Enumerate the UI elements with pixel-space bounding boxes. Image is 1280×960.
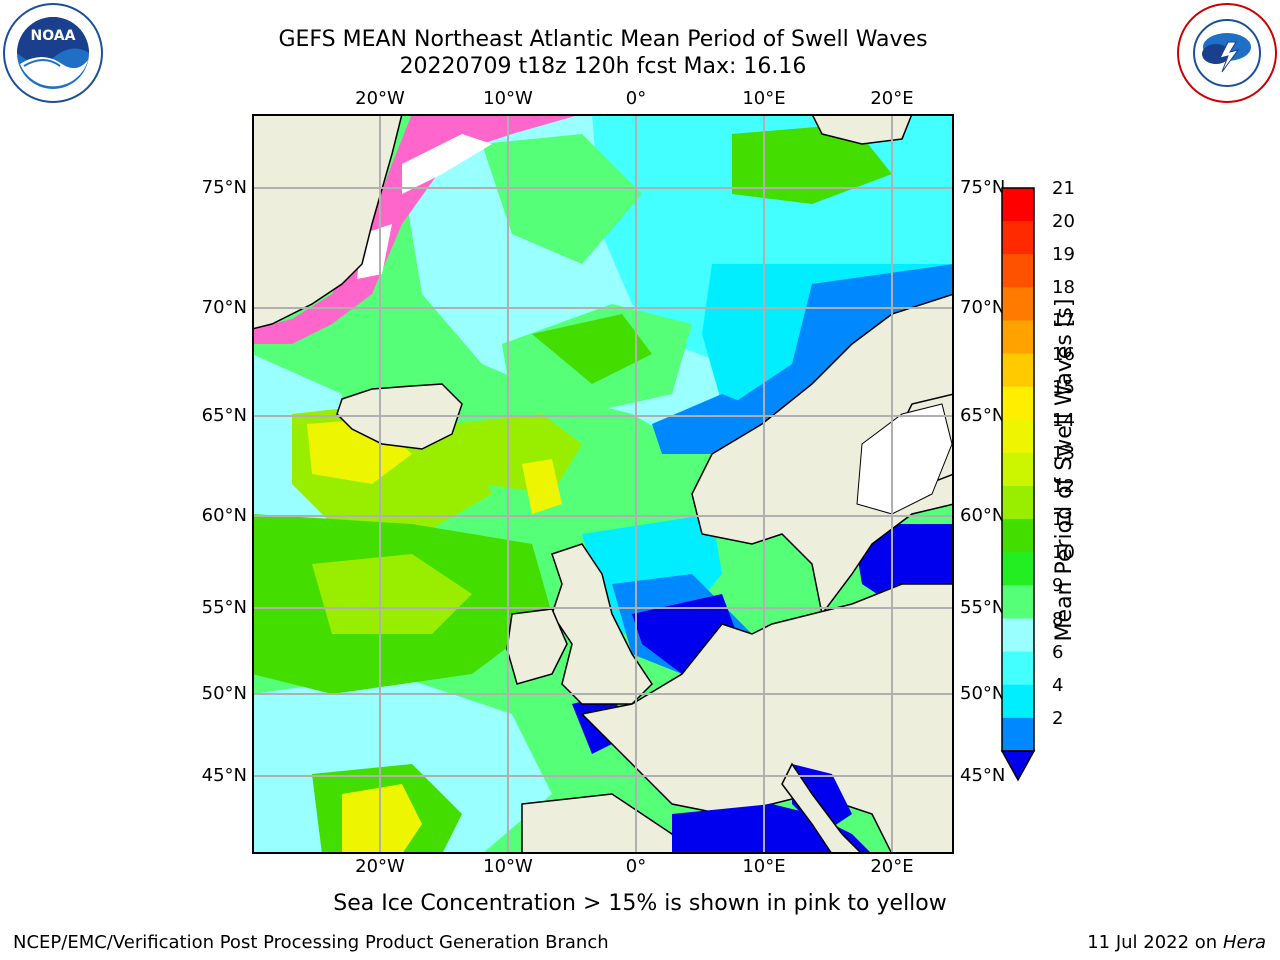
lon-label-top: 20°E [870,88,914,109]
mediterranean-sea [672,804,872,854]
noaa-logo: NOAA [2,2,104,104]
footer-credit: NCEP/EMC/Verification Post Processing Pr… [13,932,609,953]
lat-label-right: 70°N [960,297,1006,318]
lat-label-left: 75°N [201,177,247,198]
colorbar-segment [1002,188,1034,222]
lon-label-top: 0° [625,88,647,109]
footer-date: 11 Jul 2022 on Hera [1087,932,1266,953]
lat-label-right: 75°N [960,177,1006,198]
colorbar [1000,187,1036,782]
colorbar-frame [1001,187,1035,752]
noaa-logo-text: NOAA [31,28,76,44]
lon-label-bottom: 20°W [355,856,405,877]
lon-label-top: 10°E [742,88,786,109]
colorbar-segment [1002,552,1034,586]
sea-ice-note: Sea Ice Concentration > 15% is shown in … [333,891,947,916]
colorbar-tick-label: 4 [1052,674,1064,696]
lat-label-left: 70°N [201,297,247,318]
colorbar-segment [1002,717,1034,752]
lon-label-top: 10°W [483,88,533,109]
colorbar-segment [1002,320,1034,355]
colorbar-tick-label: 20 [1052,211,1075,233]
colorbar-segment [1002,221,1034,255]
colorbar-tick-label: 15 [1052,376,1075,398]
colorbar-segment [1002,585,1034,620]
colorbar-segment [1002,287,1034,321]
colorbar-segment [1002,419,1034,454]
lat-label-left: 55°N [201,597,247,618]
colorbar-extend-arrow [1000,750,1036,782]
colorbar-tick-label: 9 [1052,575,1064,597]
chart-title: GEFS MEAN Northeast Atlantic Mean Period… [278,27,928,52]
colorbar-tick-label: 2 [1052,707,1064,729]
colorbar-label: Mean Period of Swell Waves [s] [1052,298,1077,642]
colorbar-tick-label: 18 [1052,277,1075,299]
footer-machine: Hera [1222,932,1266,953]
colorbar-segment [1002,254,1034,288]
lat-label-left: 45°N [201,765,247,786]
colorbar-tick-label: 12 [1052,476,1075,498]
colorbar-segment [1002,486,1034,520]
continental-europe-land [580,583,954,854]
colorbar-tick-label: 21 [1052,178,1075,199]
chart-subtitle: 20220709 t18z 120h fcst Max: 16.16 [399,54,807,79]
colorbar-tick-label: 19 [1052,244,1075,266]
colorbar-tick-label: 16 [1052,343,1075,365]
lat-label-left: 65°N [201,405,247,426]
nws-logo [1176,2,1278,104]
map-graticule [252,114,954,854]
map-frame [252,114,954,854]
colorbar-tick-label: 8 [1052,608,1064,630]
colorbar-segment [1002,618,1034,653]
colorbar-tick-label: 13 [1052,442,1075,464]
lon-label-top: 20°W [355,88,405,109]
colorbar-segment [1002,651,1034,686]
footer-date-text: 11 Jul 2022 on [1087,932,1223,953]
lat-label-right: 50°N [960,683,1006,704]
colorbar-segment [1002,353,1034,388]
colorbar-segment [1002,452,1034,487]
colorbar-segment [1002,684,1034,719]
lat-label-left: 60°N [201,505,247,526]
colorbar-tick-label: 11 [1052,509,1075,531]
lon-label-bottom: 20°E [870,856,914,877]
colorbar-tick-label: 17 [1052,310,1075,332]
lon-label-bottom: 10°E [742,856,786,877]
colorbar-segment [1002,386,1034,421]
colorbar-segment [1002,519,1034,553]
swell-period-map [252,114,954,854]
lat-label-right: 60°N [960,505,1006,526]
lat-label-right: 45°N [960,765,1006,786]
lat-label-right: 65°N [960,405,1006,426]
lon-label-bottom: 0° [625,856,647,877]
lon-label-bottom: 10°W [483,856,533,877]
colorbar-tick-label: 14 [1052,409,1075,431]
colorbar-tick-label: 6 [1052,641,1064,663]
lat-label-right: 55°N [960,597,1006,618]
scandinavia-land [691,293,954,616]
lat-label-left: 50°N [201,683,247,704]
colorbar-tick-label: 10 [1052,542,1075,564]
